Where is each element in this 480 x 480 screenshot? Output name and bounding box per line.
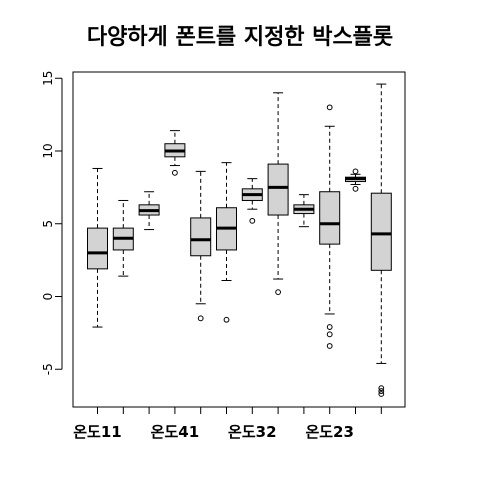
box-body [267,163,289,216]
y-axis: -5 0 5 10 15 [41,71,63,375]
x-tick-label: 온도23 [305,423,353,441]
outlier-point [223,316,230,323]
box-body [370,192,392,271]
outlier-point [326,331,333,338]
outlier-point [326,343,333,349]
box-group [345,168,366,192]
outlier-point [275,289,282,296]
y-tick-label: 10 [41,143,55,158]
box-group [190,170,212,322]
x-tick-label: 온도11 [73,423,121,441]
box-body [319,191,341,245]
outlier-point [352,185,359,192]
y-tick-label: -5 [41,363,55,375]
outlier-point [352,168,359,175]
box-group [164,130,186,176]
y-tick-label: 0 [41,293,55,301]
outlier-point [326,104,333,111]
outlier-point [378,388,385,394]
outlier-point [378,385,385,392]
box-group [370,83,392,397]
box-body [87,227,108,270]
box-body [190,217,212,257]
boxes-group [87,83,392,397]
box-group [319,104,341,349]
box-group [112,199,134,277]
box-group [216,162,237,323]
x-axis: 온도11 온도41 온도32 온도23 [73,406,382,441]
outlier-point [326,324,333,330]
y-tick-label: 15 [41,71,55,86]
outlier-point [249,217,256,224]
outlier-point [172,169,178,176]
box-group [241,178,263,224]
x-tick-label: 온도41 [151,423,199,441]
outlier-point [378,391,385,397]
chart-title: 다양하게 폰트를 지정한 박스플롯 [87,25,393,50]
y-tick-label: 5 [41,220,55,228]
x-tick-label: 온도32 [228,423,276,441]
box-group [138,191,160,231]
box-group [87,167,108,328]
outlier-point [197,315,204,322]
box-group [293,194,315,228]
box-group [267,92,289,296]
